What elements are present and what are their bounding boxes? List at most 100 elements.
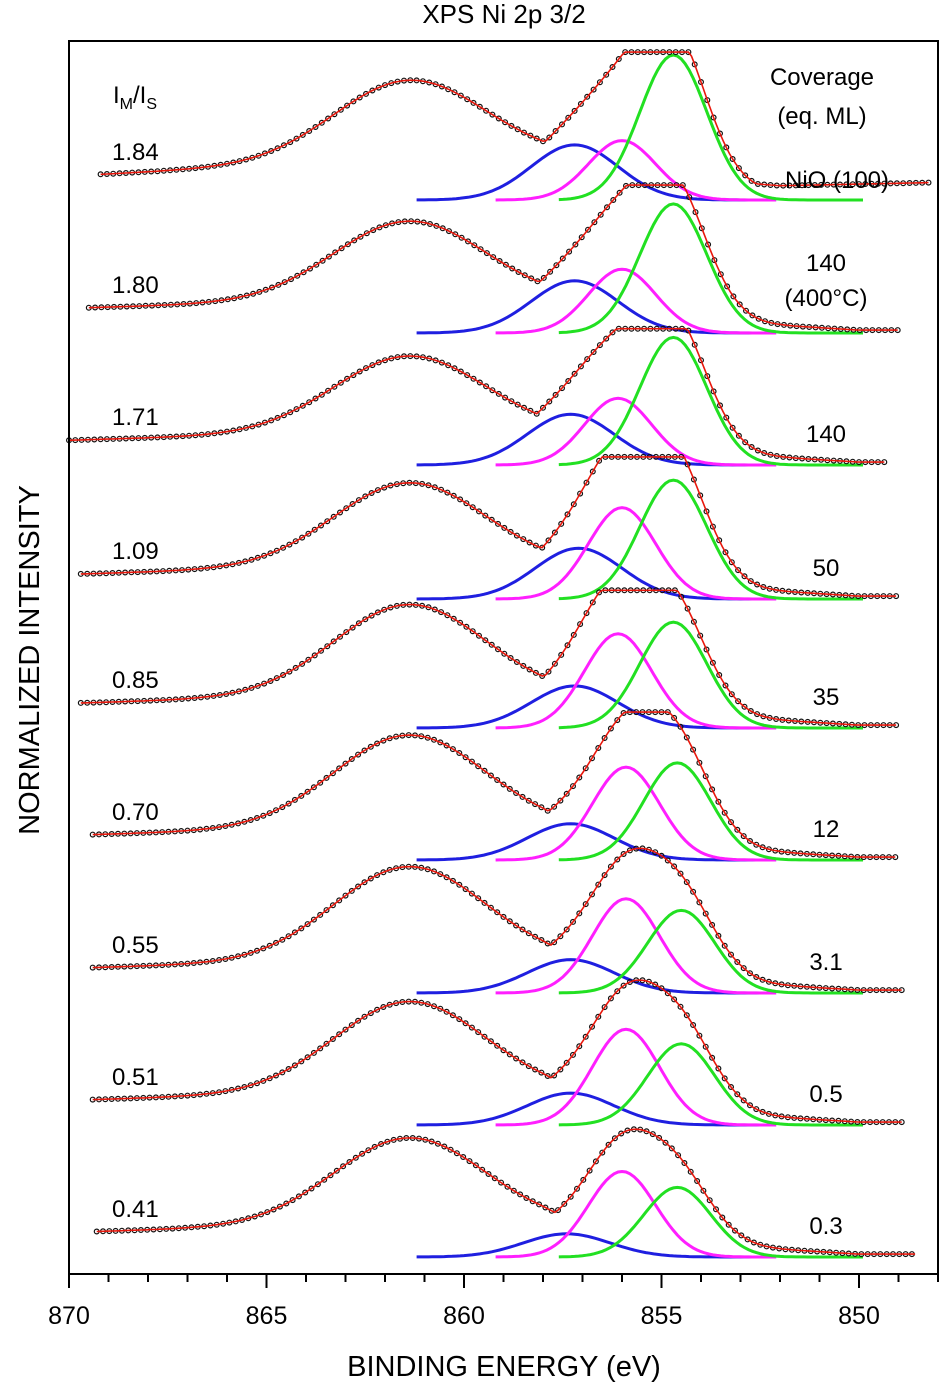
data-point: [370, 227, 377, 234]
data-point: [546, 398, 553, 405]
data-point: [671, 714, 678, 721]
data-point: [569, 783, 576, 790]
data-point: [715, 798, 722, 805]
data-point: [487, 904, 494, 911]
data-point: [545, 668, 552, 675]
data-point: [605, 1141, 612, 1148]
data-point: [318, 119, 325, 126]
data-point: [721, 942, 728, 949]
data-point: [753, 973, 760, 980]
data-point: [716, 537, 723, 544]
data-point: [350, 372, 357, 379]
data-point: [298, 1058, 305, 1065]
data-point: [468, 758, 475, 765]
data-point: [261, 552, 268, 559]
data-point: [582, 1033, 589, 1040]
data-point: [471, 242, 478, 249]
data-point: [565, 378, 572, 385]
data-point: [329, 902, 336, 909]
coverage-label: 12: [813, 816, 840, 843]
data-point: [470, 99, 477, 106]
fit-envelope-5: [92, 711, 896, 858]
data-point: [740, 833, 747, 840]
data-point: [741, 573, 748, 580]
green-component-4: [558, 620, 863, 730]
ratio-label: 0.41: [112, 1196, 159, 1223]
data-point: [327, 1172, 334, 1179]
data-point: [346, 1158, 353, 1165]
data-point: [479, 1166, 486, 1173]
spectrum-3: [77, 453, 900, 601]
data-point: [677, 723, 684, 730]
data-point: [519, 793, 526, 800]
data-point: [489, 387, 496, 394]
data-point: [344, 375, 351, 382]
data-point: [367, 875, 374, 882]
data-point: [513, 532, 520, 539]
data-point: [601, 734, 608, 741]
data-point: [577, 490, 584, 497]
data-point: [525, 930, 532, 937]
data-point: [532, 669, 539, 676]
data-point: [342, 1026, 349, 1033]
data-point: [513, 789, 520, 796]
data-point: [658, 985, 665, 992]
data-point: [374, 487, 381, 494]
x-tick-label: 850: [838, 1302, 880, 1330]
data-point: [356, 94, 363, 101]
data-point: [374, 1006, 381, 1013]
data-point: [741, 703, 748, 710]
data-point: [513, 658, 520, 665]
blue-component-8: [416, 1232, 777, 1259]
data-point: [439, 225, 446, 232]
data-point: [597, 211, 604, 218]
data-point: [450, 492, 457, 499]
data-point: [463, 623, 470, 630]
data-point: [557, 1066, 564, 1073]
data-point: [552, 391, 559, 398]
data-point: [267, 677, 274, 684]
data-point: [614, 988, 621, 995]
data-point: [517, 1191, 524, 1198]
data-point: [468, 890, 475, 897]
spectrum-6: [89, 845, 905, 995]
data-point: [652, 849, 659, 856]
data-point: [325, 387, 332, 394]
data-point: [734, 826, 741, 833]
data-point: [293, 406, 300, 413]
data-point: [267, 550, 274, 557]
data-point: [569, 918, 576, 925]
data-point: [735, 432, 742, 439]
data-point: [750, 1239, 757, 1246]
data-point: [291, 796, 298, 803]
data-point: [491, 1175, 498, 1182]
data-point: [754, 711, 761, 718]
data-point: [279, 1069, 286, 1076]
data-point: [374, 740, 381, 747]
data-point: [355, 497, 362, 504]
data-point: [453, 1150, 460, 1157]
data-point: [557, 933, 564, 940]
green-component-7: [558, 1042, 863, 1127]
data-point: [727, 1083, 734, 1090]
data-point: [727, 951, 734, 958]
data-point: [280, 142, 287, 149]
data-point: [361, 879, 368, 886]
data-point: [266, 1075, 273, 1082]
data-point: [675, 1152, 682, 1159]
data-point: [719, 1214, 726, 1221]
data-point: [495, 646, 502, 653]
data-point: [337, 379, 344, 386]
data-point: [355, 883, 362, 890]
magenta-component-8: [495, 1169, 777, 1259]
data-point: [545, 537, 552, 544]
data-point: [746, 970, 753, 977]
data-point: [368, 490, 375, 497]
data-points-4: [77, 587, 900, 729]
data-point: [542, 1204, 549, 1211]
data-point: [614, 717, 621, 724]
data-point: [520, 662, 527, 669]
data-point: [273, 939, 280, 946]
data-point: [481, 899, 488, 906]
